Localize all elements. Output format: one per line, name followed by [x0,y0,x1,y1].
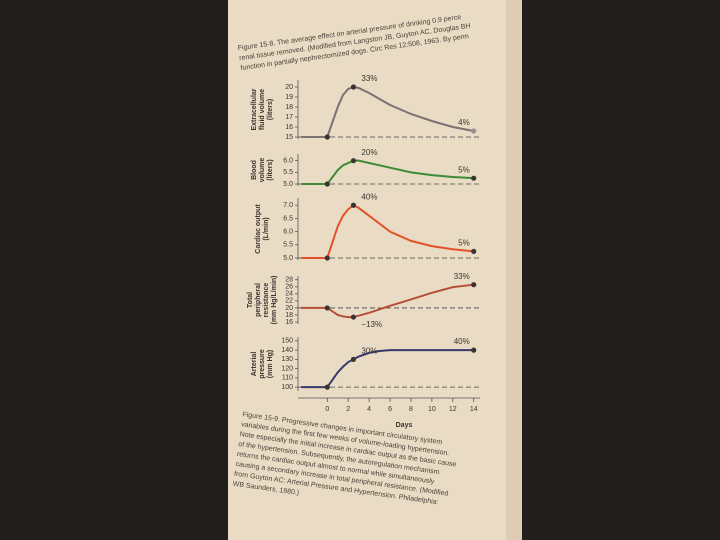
point [471,347,477,353]
point-label: 30% [361,346,377,355]
facing-page [506,0,522,540]
point [350,84,357,90]
point-label: 4% [458,118,470,127]
point-label: 40% [454,337,470,346]
x-tick-label: 2 [346,406,350,413]
point-label: 40% [361,192,377,201]
y-tick-label: 24 [285,291,293,298]
point [324,255,330,261]
y-tick-label: 28 [285,277,293,284]
x-tick-label: 12 [449,406,457,413]
y-axis-label: (liters) [267,159,274,180]
y-tick-label: 120 [281,365,293,372]
point-label: 20% [361,148,377,157]
y-axis-label: (L/min) [263,217,270,240]
y-tick-label: 19 [285,94,293,101]
point [324,305,330,311]
y-tick-label: 6.5 [283,215,293,222]
line [301,159,474,185]
y-axis-label: fluid volume [259,89,266,130]
x-axis-label: Days [396,422,413,429]
y-tick-label: 140 [281,347,293,354]
point [350,202,357,208]
y-tick-label: 100 [281,384,293,391]
y-tick-label: 20 [285,84,293,91]
y-axis-label: Cardiac output [255,204,262,254]
y-axis-label: (mm Hg/L/min) [271,276,278,325]
x-tick-label: 10 [428,406,436,413]
y-axis-label: (liters) [267,99,274,120]
point [471,175,477,181]
line [301,349,474,389]
point-label: −13% [361,320,382,329]
point [471,282,477,288]
point [350,314,357,320]
y-axis-label: resistance [263,283,270,318]
point [350,158,357,164]
point-label: 33% [361,74,377,83]
y-tick-label: 26 [285,284,293,291]
y-tick-label: 16 [285,124,293,131]
y-tick-label: 7.0 [283,202,293,209]
x-tick-label: 0 [325,406,329,413]
x-tick-label: 14 [470,406,478,413]
y-tick-label: 18 [285,104,293,111]
y-tick-label: 130 [281,356,293,363]
point-label: 5% [458,165,470,174]
y-tick-label: 110 [282,375,293,382]
y-tick-label: 5.0 [283,181,293,188]
book-page [228,0,506,540]
y-tick-label: 18 [285,312,293,319]
x-tick-label: 8 [409,406,413,413]
y-axis-label: Total [247,292,254,308]
y-tick-label: 16 [285,319,293,326]
point [471,128,477,134]
y-tick-label: 17 [285,114,293,121]
line [301,283,474,319]
line [301,85,474,138]
point [324,134,330,140]
y-axis-label: Extracellular [251,88,258,130]
x-tick-label: 4 [367,406,371,413]
y-axis-label: Arterial [251,352,258,377]
y-tick-label: 22 [285,298,293,305]
point [324,384,330,390]
point-label: 33% [454,272,470,281]
y-tick-label: 5.5 [283,242,293,249]
y-tick-label: 20 [285,305,293,312]
y-axis-label: volume [259,158,266,183]
y-axis-label: Blood [251,160,258,180]
y-axis-label: peripheral [255,283,262,317]
line [301,204,474,259]
y-tick-label: 5.0 [283,255,293,262]
point-label: 5% [458,239,470,248]
x-tick-label: 6 [388,406,392,413]
y-axis-label: (mm Hg) [267,350,274,378]
point [324,181,330,187]
y-tick-label: 6.0 [283,158,293,165]
y-axis-label: pressure [259,349,266,379]
point [471,248,477,255]
point [350,356,357,362]
y-tick-label: 5.5 [283,169,293,176]
y-tick-label: 15 [285,134,293,141]
y-tick-label: 6.0 [283,228,293,235]
y-tick-label: 150 [281,338,293,345]
